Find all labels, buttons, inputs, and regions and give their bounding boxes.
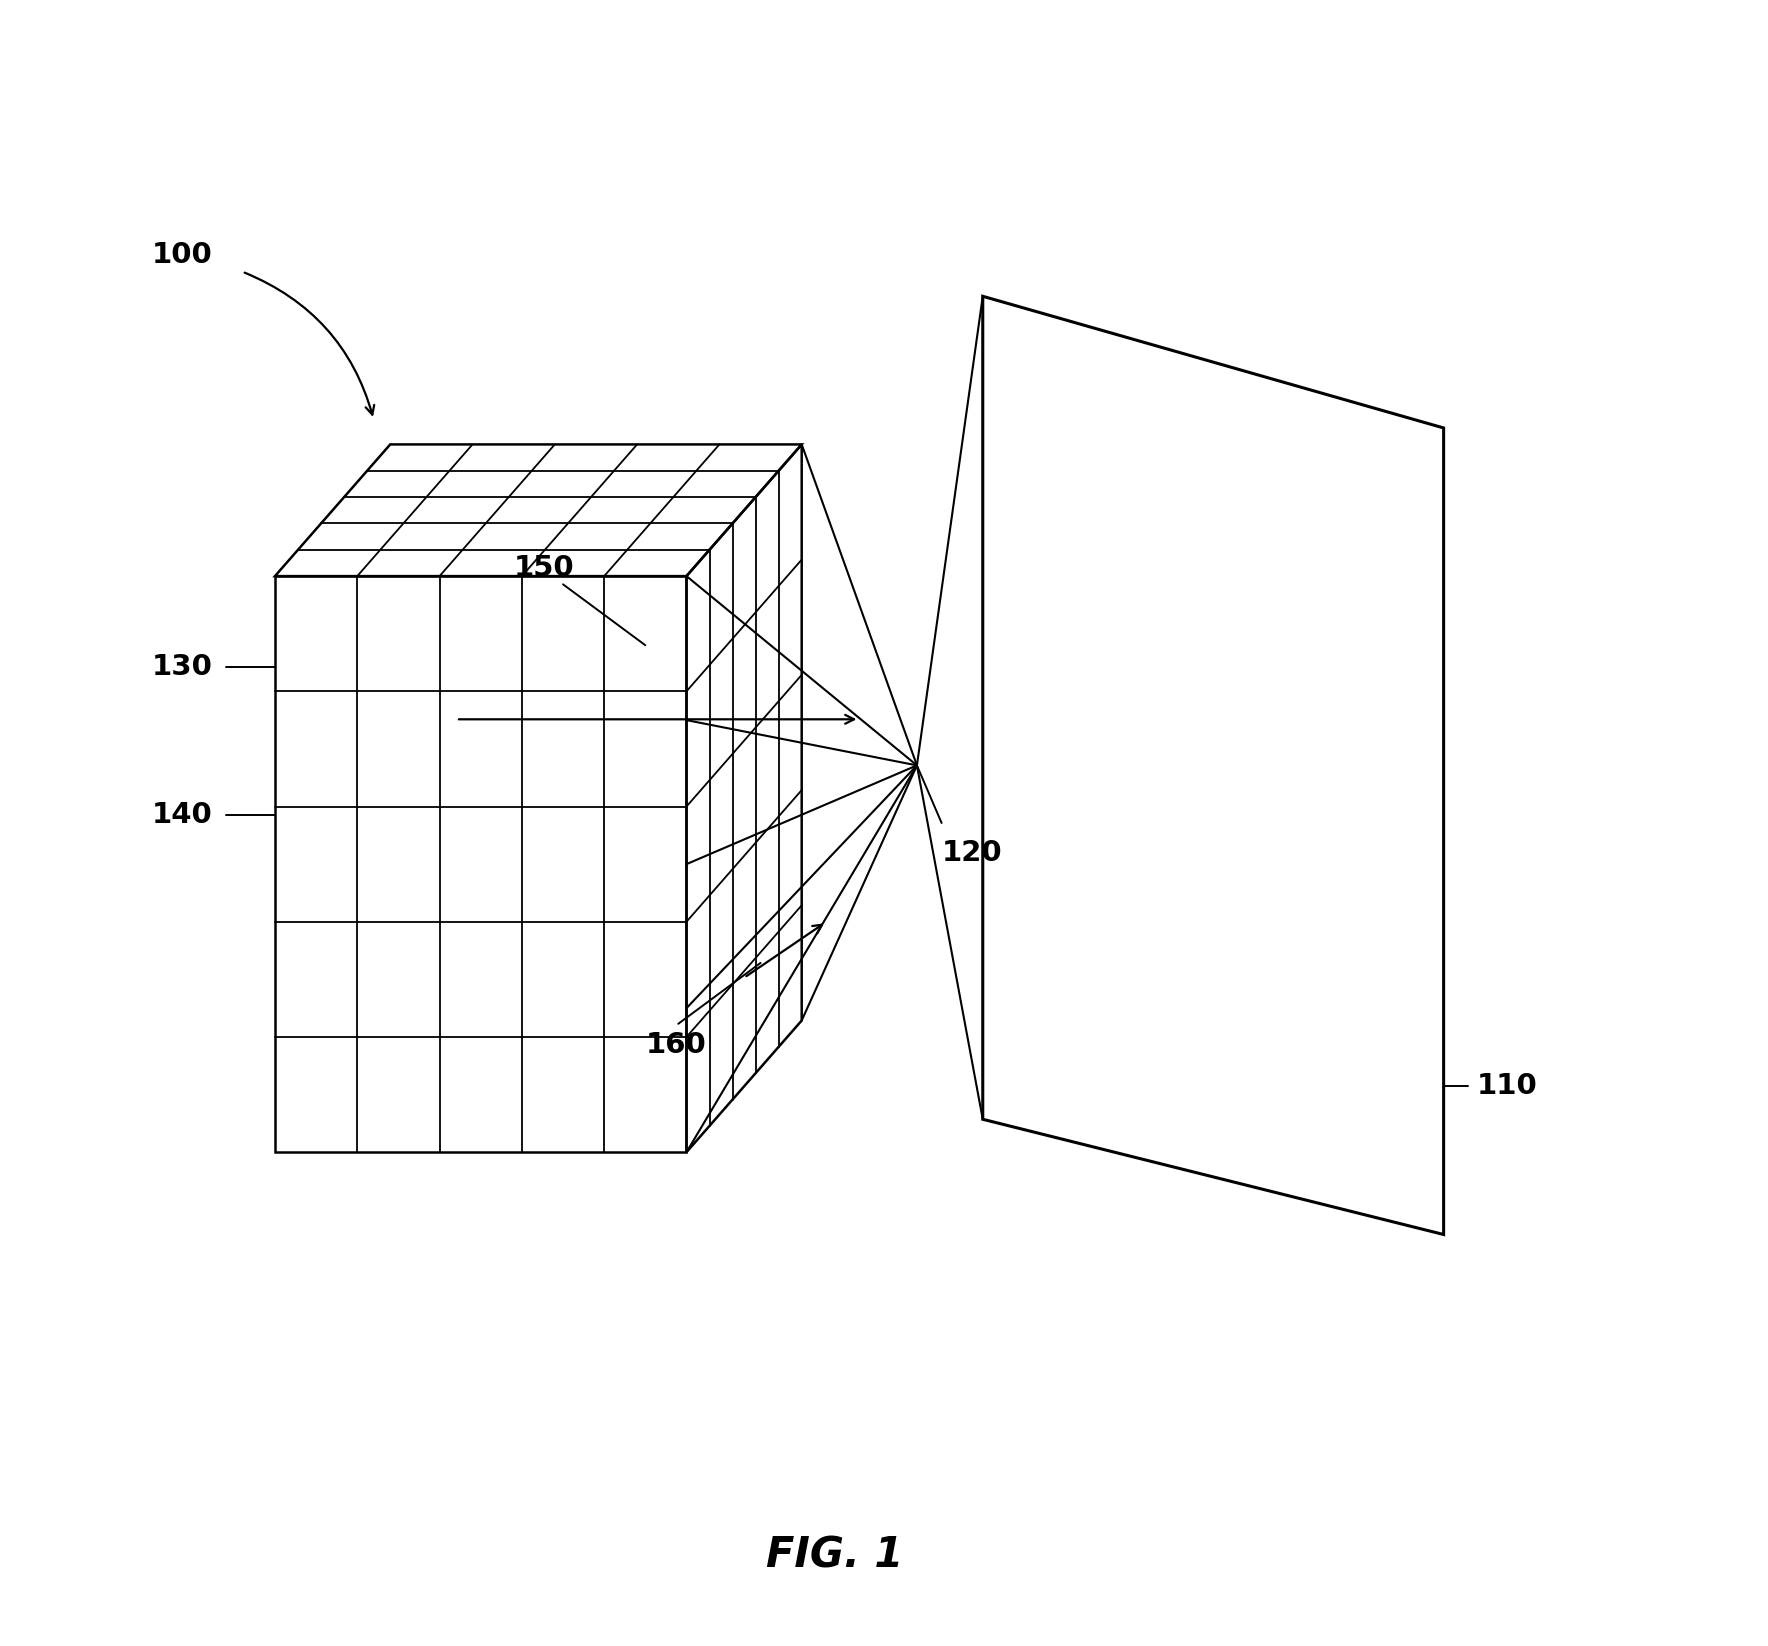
- Text: 110: 110: [1476, 1072, 1538, 1101]
- Text: 130: 130: [152, 652, 212, 681]
- Text: 100: 100: [152, 240, 212, 270]
- Text: 150: 150: [514, 553, 575, 583]
- Text: 160: 160: [645, 1030, 705, 1060]
- Text: 140: 140: [152, 800, 212, 830]
- Text: FIG. 1: FIG. 1: [766, 1534, 903, 1577]
- Text: 120: 120: [942, 839, 1002, 867]
